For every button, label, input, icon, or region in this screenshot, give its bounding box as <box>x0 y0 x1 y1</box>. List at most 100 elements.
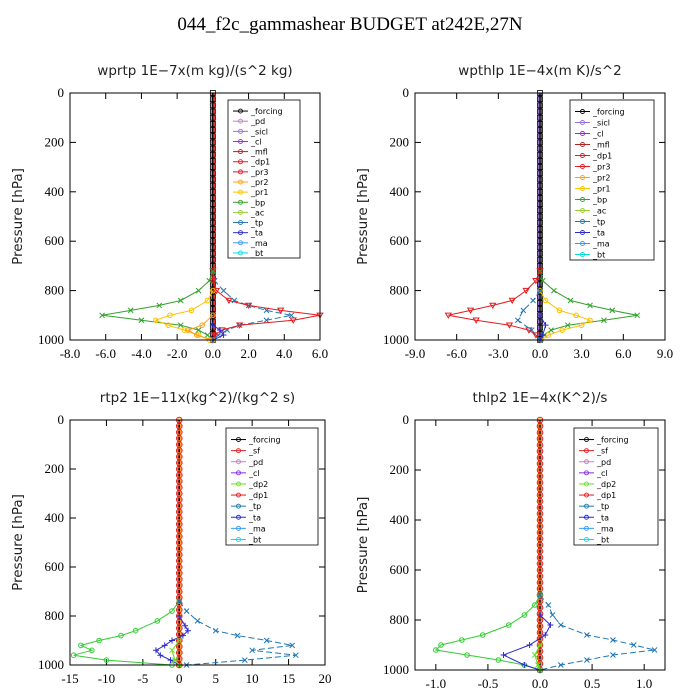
data-point <box>537 592 543 598</box>
data-point <box>537 108 543 115</box>
data-point <box>537 449 543 454</box>
data-point <box>195 327 202 333</box>
legend-swatch-marker <box>584 470 589 476</box>
data-point <box>532 332 540 339</box>
legend-entry: _tp <box>592 218 605 227</box>
data-point <box>537 530 543 535</box>
plot-frame <box>414 419 666 671</box>
data-point <box>182 622 189 629</box>
data-point <box>536 429 544 436</box>
legend-entry: _forcing <box>250 107 283 116</box>
data-point <box>536 466 544 474</box>
data-point <box>537 542 543 548</box>
legend-swatch-marker <box>238 189 243 195</box>
data-point <box>175 582 183 589</box>
data-point <box>193 332 200 338</box>
data-point <box>175 477 183 485</box>
data-point <box>209 238 216 245</box>
series-line-tp <box>178 601 296 666</box>
legend-swatch-marker <box>584 437 589 442</box>
legend-entry: _pr1 <box>592 185 610 194</box>
y-tick-label: 800 <box>45 283 65 298</box>
data-point <box>175 490 183 497</box>
data-point <box>537 430 543 435</box>
data-point <box>537 102 543 109</box>
legend-entry: _ma <box>248 524 266 533</box>
x-tick-label: 6.0 <box>312 346 328 361</box>
data-point <box>537 555 543 560</box>
chart-panel-1: wprtp 1E−7x(m kg)/(s^2 kg) Pressure [hPa]… <box>10 63 328 361</box>
data-point <box>542 297 549 304</box>
legend-swatch-marker <box>236 514 241 520</box>
data-point <box>537 120 543 127</box>
legend-swatch-marker <box>580 142 585 147</box>
x-tick-label: 0.0 <box>532 676 548 691</box>
data-point <box>175 453 183 461</box>
data-point <box>530 297 536 304</box>
data-point <box>175 618 183 626</box>
legend-swatch-marker <box>238 240 243 246</box>
data-point <box>651 647 658 653</box>
data-point <box>288 312 295 319</box>
series-line-dp1 <box>434 594 541 671</box>
data-point <box>537 306 543 313</box>
legend-entry: _bt <box>592 251 605 260</box>
legend-entry: _sicl <box>250 127 268 136</box>
data-point <box>551 287 557 294</box>
data-point <box>547 622 554 628</box>
data-point <box>177 626 182 631</box>
data-point <box>526 642 533 648</box>
data-point <box>537 605 543 610</box>
legend: _forcing _sf _pd _cl _dp2 _dp1 _tp _ta _ma _bt <box>573 427 659 546</box>
data-point <box>500 652 507 658</box>
data-point <box>96 637 102 644</box>
data-point <box>175 441 183 448</box>
legend-box <box>225 427 319 546</box>
legend-swatch-marker <box>580 252 585 257</box>
legend-swatch-marker <box>584 537 589 542</box>
data-point <box>217 327 223 334</box>
data-point <box>537 232 543 238</box>
data-point <box>244 302 253 310</box>
data-point <box>152 317 159 324</box>
data-point <box>537 511 543 516</box>
legend-swatch-marker <box>580 109 585 114</box>
data-point <box>175 514 183 522</box>
legend-entry: _pr2 <box>592 174 610 183</box>
y-tick-label: 0 <box>403 412 410 427</box>
x-tick-label: 0.0 <box>532 346 548 361</box>
data-point <box>177 583 182 588</box>
data-point <box>584 657 590 663</box>
data-point <box>209 102 216 109</box>
data-point <box>537 256 543 263</box>
data-point <box>564 322 571 329</box>
data-point <box>537 312 543 319</box>
legend-swatch-marker <box>580 120 585 125</box>
data-point <box>537 188 543 195</box>
data-point <box>537 139 543 146</box>
legend-swatch-marker <box>238 108 243 114</box>
data-point <box>204 297 211 304</box>
x-tick-label: 5 <box>212 671 219 686</box>
x-tick-label: -6.0 <box>95 346 116 361</box>
data-point <box>537 567 543 573</box>
legend-swatch-marker <box>238 128 243 134</box>
y-tick-label: 0 <box>403 85 410 100</box>
data-point <box>176 613 183 619</box>
legend-entry: _ac <box>250 208 264 217</box>
data-point <box>536 579 544 586</box>
data-point <box>528 327 535 333</box>
data-point <box>537 474 543 479</box>
legend-box <box>573 427 659 546</box>
data-point <box>209 293 216 300</box>
data-point <box>609 307 616 314</box>
legend-swatch-marker <box>584 525 589 531</box>
data-point <box>537 642 543 648</box>
data-point <box>209 244 216 251</box>
legend-entry: _pd <box>250 117 265 126</box>
legend-swatch-marker <box>238 250 243 256</box>
legend-swatch-marker <box>236 525 241 531</box>
data-point <box>537 318 543 325</box>
y-tick-label: 200 <box>390 462 410 477</box>
data-point <box>531 652 538 658</box>
